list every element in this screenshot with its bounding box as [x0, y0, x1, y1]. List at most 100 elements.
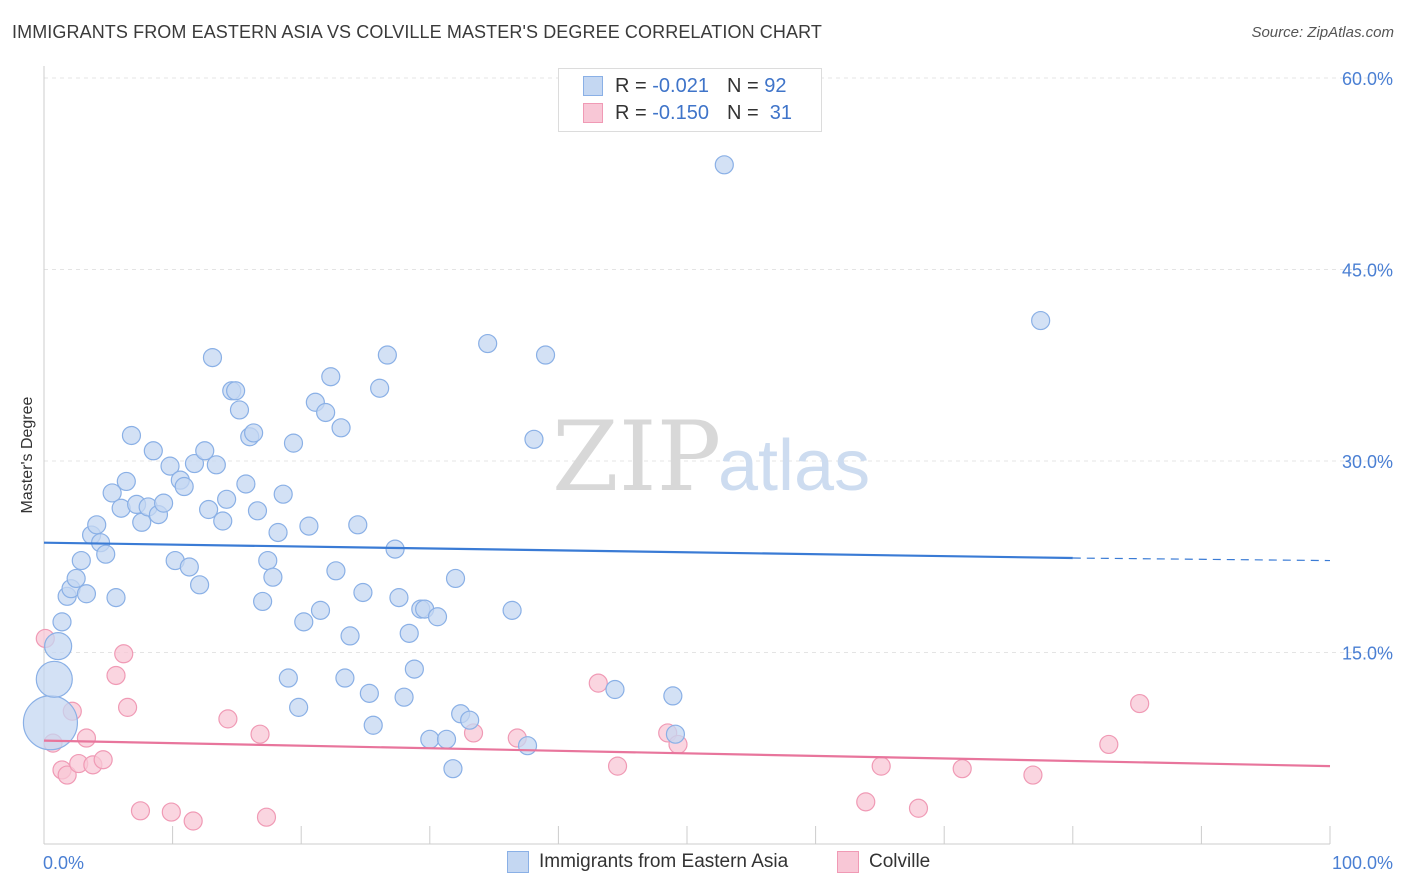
- colville-point: [183, 811, 203, 831]
- eastern-asia-point: [247, 501, 268, 521]
- eastern-asia-point: [377, 345, 397, 365]
- eastern-asia-point: [283, 433, 304, 453]
- eastern-asia-point: [331, 418, 351, 438]
- eastern-asia-point: [335, 668, 355, 688]
- colville-point: [106, 665, 126, 686]
- eastern-asia-point: [190, 575, 210, 595]
- eastern-asia-point: [370, 378, 390, 398]
- eastern-asia-point: [316, 402, 336, 423]
- stats-legend: R = -0.021 N = 92 R = -0.150 N = 31: [558, 68, 822, 132]
- eastern-asia-point: [665, 724, 686, 744]
- eastern-asia-point: [87, 515, 107, 535]
- y-tick-label: 45.0%: [1342, 261, 1393, 281]
- eastern-asia-point: [353, 582, 373, 603]
- y-tick-label: 30.0%: [1342, 452, 1393, 472]
- eastern-asia-point: [213, 511, 233, 531]
- colville-point: [1130, 693, 1150, 714]
- colville-point: [250, 724, 270, 744]
- colville-point: [57, 765, 77, 785]
- eastern-asia-point: [663, 686, 683, 706]
- eastern-asia-point: [226, 381, 246, 401]
- trend-lines: [43, 541, 1331, 768]
- eastern-asia-point: [420, 729, 440, 749]
- eastern-asia-point: [96, 544, 116, 564]
- colville-point: [871, 756, 891, 776]
- eastern-asia-point: [143, 441, 163, 461]
- eastern-asia-point: [206, 455, 226, 475]
- axis-layer: [43, 66, 1331, 845]
- colville-point: [952, 759, 972, 779]
- x-tick-label-min: 0.0%: [43, 853, 84, 873]
- eastern-asia-point: [1031, 310, 1051, 331]
- bottom-legend-swatch-blue: [507, 851, 529, 873]
- eastern-asia-point: [52, 612, 72, 632]
- eastern-asia-point: [179, 557, 199, 577]
- colville-point: [114, 644, 134, 664]
- colville-point: [856, 792, 876, 812]
- legend-n-value: 31: [769, 101, 793, 124]
- eastern-asia-point: [229, 400, 250, 420]
- legend-row-eastern-asia: R = -0.021 N = 92: [583, 73, 786, 99]
- eastern-asia-point: [427, 607, 448, 627]
- eastern-asia-point: [363, 715, 383, 735]
- eastern-asia-point: [217, 489, 237, 509]
- eastern-asia-point: [299, 516, 319, 536]
- eastern-asia-point: [524, 429, 544, 449]
- eastern-asia-point: [174, 476, 194, 497]
- eastern-asia-point: [202, 347, 223, 368]
- eastern-asia-point: [359, 683, 379, 703]
- eastern-asia-point: [321, 367, 341, 387]
- eastern-asia-point: [184, 453, 205, 474]
- watermark: ZIP atlas: [552, 401, 870, 513]
- bottom-legend-colville: Colville: [837, 851, 930, 873]
- bottom-legend-swatch-pink: [837, 851, 859, 873]
- eastern-asia-trend-line: [43, 541, 1073, 560]
- eastern-asia-point: [153, 493, 174, 513]
- bottom-legend-label: Colville: [869, 851, 931, 872]
- colville-trend-line: [43, 739, 1331, 768]
- eastern-asia-point: [244, 423, 264, 443]
- eastern-asia-point: [273, 484, 293, 504]
- watermark-atlas: atlas: [718, 426, 870, 506]
- tick-labels: 0.0% 100.0% 15.0% 30.0% 45.0% 60.0%: [43, 69, 1393, 873]
- legend-swatch-blue: [583, 76, 603, 96]
- eastern-asia-point: [348, 515, 368, 535]
- eastern-asia-point: [258, 550, 278, 571]
- colville-point: [607, 756, 628, 776]
- eastern-asia-point: [404, 659, 424, 679]
- colville-point: [1023, 765, 1043, 785]
- eastern-asia-point: [278, 668, 298, 688]
- colville-point: [93, 750, 113, 770]
- eastern-asia-point: [236, 474, 256, 494]
- legend-row-colville: R = -0.150 N = 31: [583, 100, 792, 126]
- eastern-asia-point: [394, 687, 414, 707]
- legend-r-value: -0.150: [652, 101, 709, 124]
- legend-n-label: N =: [726, 101, 759, 124]
- eastern-asia-point: [389, 588, 409, 608]
- eastern-asia-point: [714, 155, 734, 175]
- eastern-asia-point: [443, 759, 463, 779]
- eastern-asia-point: [605, 679, 625, 700]
- eastern-asia-point: [460, 710, 480, 730]
- eastern-asia-point: [195, 441, 215, 461]
- eastern-asia-point: [121, 425, 142, 446]
- legend-r-value: -0.021: [652, 74, 709, 97]
- eastern-asia-point: [71, 550, 91, 571]
- eastern-asia-point: [76, 584, 97, 604]
- colville-points: [35, 628, 1150, 831]
- legend-n-value: 92: [764, 74, 787, 97]
- eastern-asia-trend-extension: [1072, 557, 1331, 562]
- colville-point: [588, 673, 608, 693]
- eastern-asia-point: [263, 567, 283, 587]
- watermark-zip: ZIP: [552, 401, 721, 513]
- colville-point: [256, 807, 277, 827]
- eastern-asia-point: [326, 561, 346, 581]
- y-tick-label: 15.0%: [1342, 644, 1393, 664]
- eastern-asia-point: [310, 600, 331, 620]
- eastern-asia-point: [160, 456, 180, 476]
- x-tick-label-max: 100.0%: [1332, 853, 1393, 873]
- eastern-asia-point: [289, 697, 309, 717]
- y-tick-label: 60.0%: [1342, 69, 1393, 89]
- eastern-asia-point: [478, 333, 498, 354]
